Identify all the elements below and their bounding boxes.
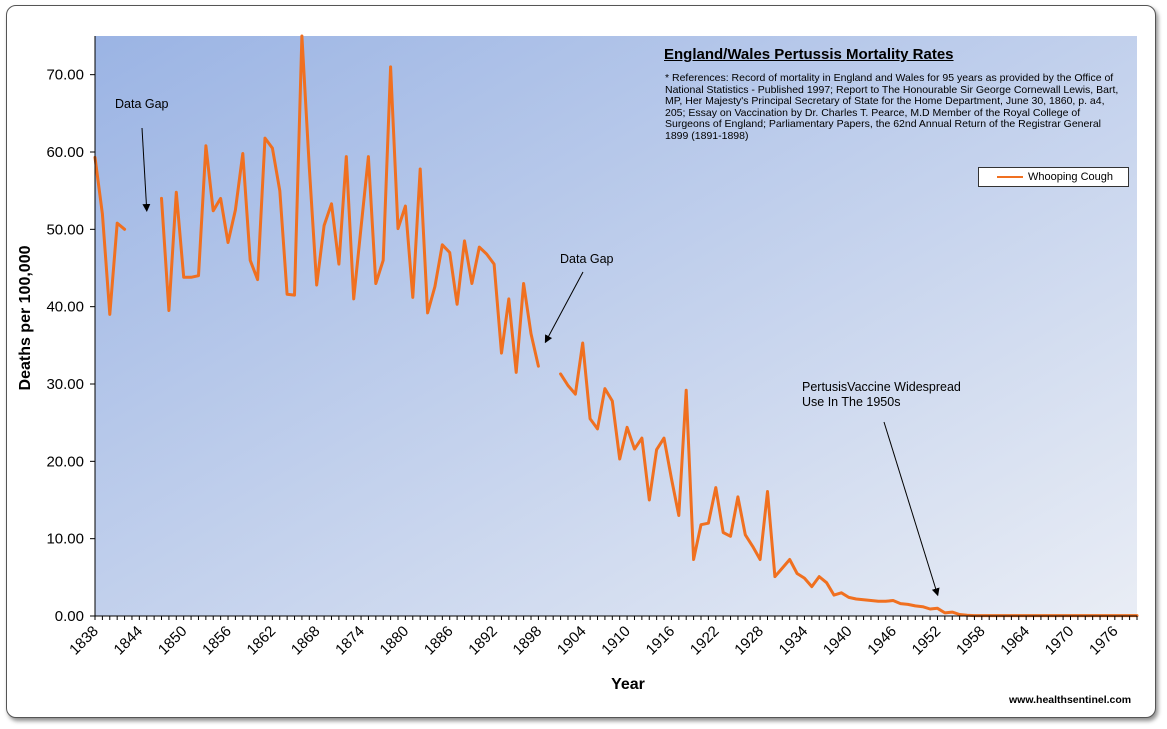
y-tick-label: 30.00 [46, 376, 84, 393]
x-tick-label: 1844 [111, 623, 147, 659]
annotation-arrow [141, 127, 151, 212]
plot-area [95, 36, 1137, 616]
annotation-arrow [883, 421, 940, 597]
x-tick-label: 1874 [332, 623, 368, 659]
y-tick-label: 70.00 [46, 67, 84, 84]
x-tick-label: 1856 [199, 623, 235, 659]
annotation-data-gap-1: Data Gap [115, 97, 169, 111]
x-tick-label: 1880 [377, 623, 413, 659]
x-tick-label: 1928 [731, 623, 767, 659]
x-tick-label: 1910 [598, 623, 634, 659]
y-axis-title: Deaths per 100,000 [17, 245, 34, 390]
x-tick-label: 1904 [554, 623, 590, 659]
x-tick-label: 1850 [155, 623, 191, 659]
y-tick-label: 0.00 [55, 608, 84, 625]
x-tick-label: 1862 [244, 623, 280, 659]
legend-swatch-whooping-cough [997, 176, 1023, 178]
series-line-segment [93, 155, 127, 316]
axes [90, 36, 1138, 620]
y-tick-label: 20.00 [46, 453, 84, 470]
annotation-vaccine: PertusisVaccine Widespread Use In The 19… [802, 380, 961, 410]
y-tick-label: 50.00 [46, 221, 84, 238]
legend-label: Whooping Cough [1028, 171, 1114, 183]
annotation-vaccine-line1: PertusisVaccine Widespread [802, 380, 961, 394]
x-tick-label: 1886 [421, 623, 457, 659]
annotation-data-gap-2: Data Gap [560, 252, 614, 266]
x-tick-label: 1934 [776, 623, 812, 659]
series-line-segment [160, 34, 540, 374]
y-tick-label: 60.00 [46, 144, 84, 161]
x-tick-label: 1976 [1086, 623, 1122, 659]
x-tick-label: 1970 [1042, 623, 1078, 659]
y-tick-label: 10.00 [46, 531, 84, 548]
chart-title: England/Wales Pertussis Mortality Rates [664, 46, 954, 63]
annotation-vaccine-line2: Use In The 1950s [802, 395, 901, 409]
x-tick-label: 1892 [465, 623, 501, 659]
legend: Whooping Cough [978, 167, 1129, 187]
x-axis-title: Year [611, 676, 645, 693]
x-tick-label: 1838 [66, 623, 102, 659]
x-tick-label: 1922 [687, 623, 723, 659]
x-tick-label: 1868 [288, 623, 324, 659]
watermark: www.healthsentinel.com [1009, 694, 1132, 706]
x-tick-label: 1916 [643, 623, 679, 659]
x-tick-label: 1946 [864, 623, 900, 659]
x-tick-label: 1964 [997, 623, 1033, 659]
annotation-arrows [141, 127, 940, 597]
x-tick-label: 1952 [909, 623, 945, 659]
x-tick-label: 1940 [820, 623, 856, 659]
x-tick-label: 1958 [953, 623, 989, 659]
annotation-arrow [544, 271, 584, 344]
y-tick-label: 40.00 [46, 299, 84, 316]
x-tick-label: 1898 [510, 623, 546, 659]
reference-note: * References: Record of mortality in Eng… [665, 72, 1119, 142]
